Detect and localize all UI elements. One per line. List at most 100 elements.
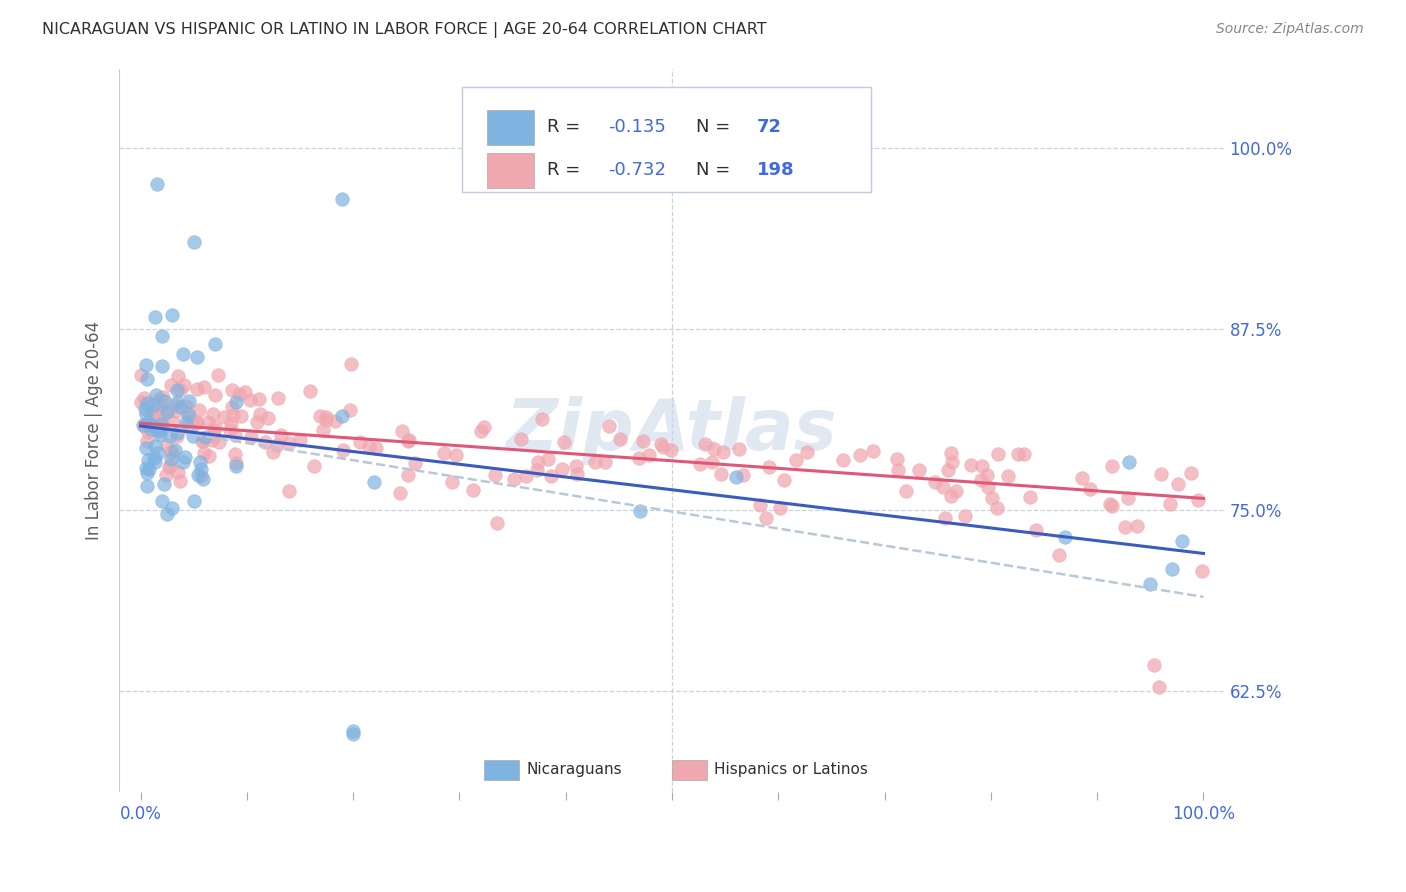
Bar xyxy=(488,110,534,145)
Point xyxy=(135,407,157,421)
Point xyxy=(396,467,419,482)
Point xyxy=(221,400,243,414)
Point xyxy=(177,393,200,408)
Point xyxy=(700,455,723,469)
Text: Hispanics or Latinos: Hispanics or Latinos xyxy=(714,762,868,777)
Point xyxy=(143,420,166,434)
Point xyxy=(202,423,225,437)
Point xyxy=(150,392,173,407)
Point xyxy=(1160,561,1182,575)
Point xyxy=(136,425,159,439)
Point xyxy=(160,445,183,459)
Point xyxy=(609,432,631,446)
Point xyxy=(150,359,173,373)
Point xyxy=(724,470,747,484)
Point xyxy=(278,435,301,450)
Point xyxy=(342,727,364,741)
Point xyxy=(1171,533,1194,548)
Point xyxy=(755,511,778,525)
Point xyxy=(257,410,280,425)
Point xyxy=(159,443,181,458)
Text: NICARAGUAN VS HISPANIC OR LATINO IN LABOR FORCE | AGE 20-64 CORRELATION CHART: NICARAGUAN VS HISPANIC OR LATINO IN LABO… xyxy=(42,22,766,38)
Point xyxy=(1078,482,1101,496)
Point xyxy=(166,384,188,398)
Point xyxy=(551,461,574,475)
Point xyxy=(484,468,506,483)
Point xyxy=(997,469,1019,483)
Point xyxy=(174,415,197,429)
Point xyxy=(153,477,176,491)
Point xyxy=(153,393,176,408)
Point xyxy=(174,450,197,465)
Point xyxy=(136,453,159,467)
Point xyxy=(758,459,780,474)
Point xyxy=(772,473,794,487)
Text: -0.135: -0.135 xyxy=(607,119,666,136)
Point xyxy=(229,409,252,423)
Point xyxy=(474,419,496,434)
Point xyxy=(177,408,200,422)
Point xyxy=(166,426,188,441)
Text: ZipAtlas: ZipAtlas xyxy=(506,396,838,465)
Point xyxy=(315,410,337,425)
Point xyxy=(155,467,177,482)
Point xyxy=(150,417,173,432)
Point xyxy=(886,452,908,467)
Point xyxy=(160,501,183,516)
Point xyxy=(136,434,159,449)
Point xyxy=(201,407,224,421)
Point xyxy=(1139,577,1161,591)
Bar xyxy=(672,760,707,780)
Point xyxy=(266,438,288,452)
Point xyxy=(565,458,588,473)
Point xyxy=(143,310,166,325)
Point xyxy=(832,453,855,467)
Point xyxy=(150,416,173,430)
Point xyxy=(191,434,214,449)
Point xyxy=(132,418,155,433)
Point xyxy=(404,456,426,470)
Point xyxy=(848,448,870,462)
Point xyxy=(200,433,222,447)
Point xyxy=(1150,467,1173,482)
Point xyxy=(183,235,205,250)
Point xyxy=(221,408,243,422)
Point xyxy=(204,337,226,351)
Point xyxy=(193,380,215,394)
Point xyxy=(977,480,1000,494)
Point xyxy=(1007,447,1029,461)
Point xyxy=(143,455,166,469)
Point xyxy=(1071,471,1094,485)
Point xyxy=(598,418,620,433)
Point xyxy=(136,415,159,429)
Point xyxy=(149,427,172,442)
Point xyxy=(204,387,226,401)
Point xyxy=(208,435,231,450)
Point xyxy=(183,429,205,443)
Point xyxy=(941,455,963,469)
Point xyxy=(172,455,194,469)
Point xyxy=(169,474,191,488)
Point xyxy=(689,457,711,471)
Point xyxy=(389,485,412,500)
Point xyxy=(225,456,247,470)
Bar xyxy=(488,153,534,187)
Point xyxy=(749,499,772,513)
Point xyxy=(148,392,170,406)
Point xyxy=(166,429,188,443)
Point xyxy=(166,394,188,409)
Point xyxy=(959,458,981,472)
Point xyxy=(1159,497,1181,511)
Text: 198: 198 xyxy=(756,161,794,179)
Point xyxy=(262,445,284,459)
Point xyxy=(267,391,290,405)
Point xyxy=(246,415,269,429)
Point xyxy=(141,422,163,436)
Point xyxy=(198,450,221,464)
Point xyxy=(1047,548,1070,562)
Point xyxy=(703,442,725,456)
Point xyxy=(149,423,172,437)
Point xyxy=(135,441,157,455)
Point xyxy=(138,461,160,475)
Point xyxy=(323,414,346,428)
